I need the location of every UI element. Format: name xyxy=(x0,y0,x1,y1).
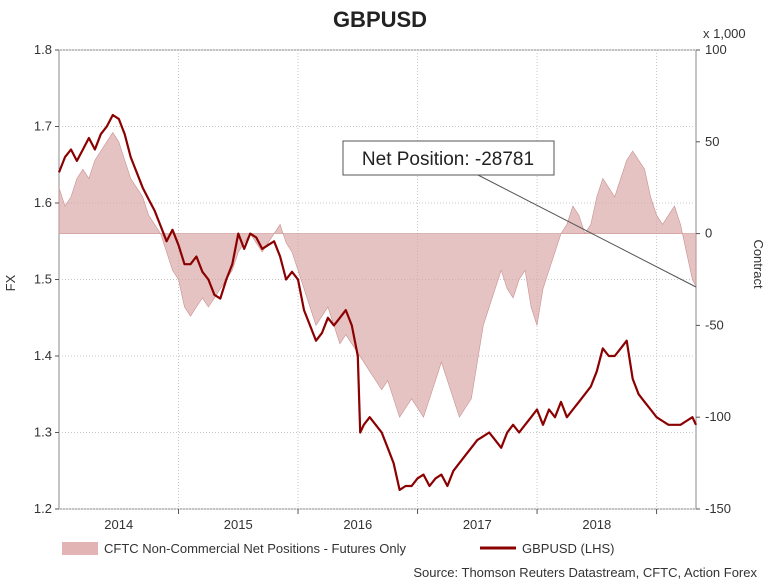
x-tick-label: 2016 xyxy=(343,517,372,532)
x-axis: 2014 2015 2016 2017 2018 xyxy=(104,509,658,532)
right-tick-label: 100 xyxy=(705,42,727,57)
x-tick-label: 2018 xyxy=(582,517,611,532)
right-tick-label: -150 xyxy=(705,501,731,516)
left-tick-label: 1.2 xyxy=(34,501,52,516)
left-tick-label: 1.5 xyxy=(34,272,52,287)
left-axis: 1.8 1.7 1.6 1.5 1.4 1.3 1.2 xyxy=(34,42,59,516)
left-tick-label: 1.7 xyxy=(34,119,52,134)
x-tick-label: 2014 xyxy=(104,517,133,532)
right-tick-label: -50 xyxy=(705,317,724,332)
right-tick-label: 0 xyxy=(705,226,712,241)
cftc-net-positions-area xyxy=(58,132,697,418)
legend-swatch-area xyxy=(62,542,98,555)
x-tick-label: 2015 xyxy=(224,517,253,532)
right-axis-label: Contract xyxy=(751,239,766,289)
right-tick-label: 50 xyxy=(705,134,719,149)
plot-area xyxy=(57,49,697,510)
left-tick-label: 1.8 xyxy=(34,42,52,57)
left-tick-label: 1.6 xyxy=(34,195,52,210)
x-tick-label: 2017 xyxy=(463,517,492,532)
chart-title: GBPUSD xyxy=(333,7,427,32)
gbpusd-line xyxy=(57,113,697,491)
annotation: Net Position: -28781 xyxy=(342,140,697,288)
legend-line-label: GBPUSD (LHS) xyxy=(522,541,614,556)
annotation-text: Net Position: -28781 xyxy=(362,149,534,170)
legend-area-label: CFTC Non-Commercial Net Positions - Futu… xyxy=(104,541,406,556)
left-axis-label: FX xyxy=(3,274,18,291)
annotation-leader xyxy=(477,174,697,288)
right-axis-multiplier: x 1,000 xyxy=(703,26,746,41)
left-tick-label: 1.4 xyxy=(34,348,52,363)
right-axis: 100 50 0 -50 -100 -150 xyxy=(696,42,731,516)
source-text: Source: Thomson Reuters Datastream, CFTC… xyxy=(413,565,757,580)
left-tick-label: 1.3 xyxy=(34,425,52,440)
right-tick-label: -100 xyxy=(705,409,731,424)
legend: CFTC Non-Commercial Net Positions - Futu… xyxy=(62,541,614,556)
annotation-box xyxy=(342,140,555,176)
